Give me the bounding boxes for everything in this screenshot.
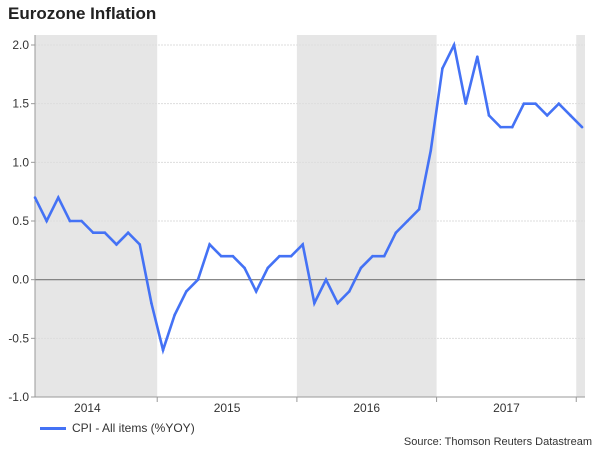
data-point [510,125,514,129]
data-point [161,348,165,352]
data-point [301,243,305,246]
data-point [557,102,561,105]
y-tick-label: 0.5 [12,214,29,228]
data-point [219,254,223,258]
source-note: Source: Thomson Reuters Datastream [403,436,592,448]
data-point [336,301,339,305]
data-point [347,290,351,293]
data-point [580,125,584,129]
data-point [33,196,37,199]
chart-title: Eurozone Inflation [8,4,157,23]
data-point [91,231,95,235]
data-point [243,266,246,270]
data-point [313,301,316,305]
x-tick-label: 2014 [74,401,101,415]
data-point [476,55,479,59]
x-tick-label: 2015 [214,401,241,415]
data-point [417,207,421,211]
data-point [394,231,398,235]
legend-swatch [40,426,66,430]
shaded-band-2018 [576,35,585,397]
shaded-band-2014 [35,35,158,397]
data-point [429,149,433,152]
data-point [499,125,502,129]
data-point [80,219,83,223]
data-point [103,231,107,235]
y-tick-label: -1.0 [8,390,29,404]
x-tick-label: 2016 [353,401,380,415]
data-point [359,266,363,270]
data-point [138,243,142,246]
legend: CPI - All items (%YOY) [40,421,195,435]
data-point [266,266,270,270]
data-point [441,67,444,70]
y-tick-label: 1.0 [12,155,29,169]
data-point [115,243,118,246]
data-point [569,114,572,117]
data-point [173,313,176,317]
data-point [196,278,200,281]
data-point [68,219,72,223]
shaded-band-2016 [296,35,437,397]
data-point [464,102,467,105]
data-point [185,290,188,293]
data-point [231,254,235,258]
y-tick-label: 0.0 [12,273,29,287]
data-point [126,231,130,235]
data-point [545,114,549,117]
data-point [324,278,328,281]
data-point [45,219,48,223]
y-tick-label: -0.5 [8,331,29,345]
data-point [406,219,409,223]
data-point [208,243,211,246]
data-point [534,102,537,105]
data-point [452,43,456,47]
data-point [522,102,526,105]
data-point [487,114,491,117]
data-point [150,301,153,305]
series-line [33,41,584,355]
y-tick-label: 2.0 [12,38,29,52]
data-point [56,196,60,199]
data-point [382,254,386,258]
y-tick-label: 1.5 [12,97,29,111]
legend-label: CPI - All items (%YOY) [72,421,195,435]
data-point [289,254,293,258]
data-point [371,254,374,258]
x-tick-label: 2017 [493,401,520,415]
data-point [278,254,281,258]
data-point [254,290,258,293]
